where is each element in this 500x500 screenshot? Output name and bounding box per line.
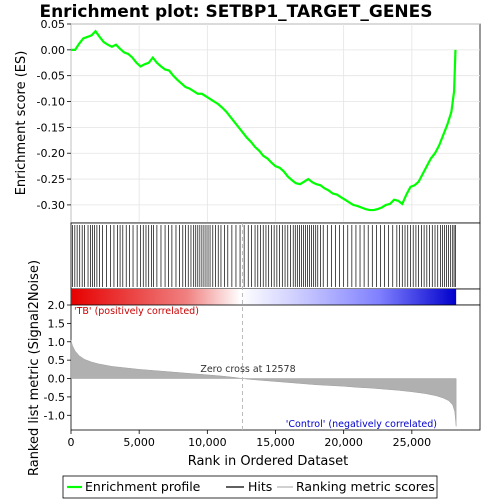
es-y-tick-label: -0.25 — [37, 173, 65, 186]
es-y-axis-label: Enrichment score (ES) — [14, 51, 29, 196]
es-y-tick-label: 0.00 — [41, 44, 66, 57]
negative-correlation-label: 'Control' (negatively correlated) — [286, 419, 437, 430]
positive-correlation-label: 'TB' (positively correlated) — [74, 306, 199, 317]
es-y-tick-label: -0.05 — [37, 70, 65, 83]
legend-box — [62, 475, 438, 499]
metric-y-tick-label: 1.5 — [48, 317, 66, 330]
metric-x-tick-label: 0 — [68, 436, 75, 449]
es-y-tick-label: 0.05 — [41, 18, 66, 31]
es-y-tick-label: -0.20 — [37, 147, 65, 160]
metric-y-ticks: 2.0 1.5 1.0 0.5 0.0 -0.5 -1.0 — [44, 299, 71, 422]
enrichment-profile-line — [71, 29, 457, 212]
legend-hits-label: Hits — [248, 479, 272, 494]
metric-y-tick-label: 2.0 — [48, 299, 66, 312]
metric-y-tick-label: -1.0 — [44, 409, 65, 422]
es-y-tick-label: -0.15 — [37, 121, 65, 134]
chart-title: Enrichment plot: SETBP1_TARGET_GENES — [39, 2, 432, 22]
metric-y-tick-label: -0.5 — [44, 391, 65, 404]
metric-x-ticks: 0 5,000 10,000 15,000 20,000 25,000 — [68, 430, 432, 449]
es-y-tick-label: -0.10 — [37, 96, 65, 109]
legend-metric-label: Ranking metric scores — [296, 479, 435, 494]
metric-y-tick-label: 1.0 — [48, 336, 66, 349]
zero-cross-label: Zero cross at 12578 — [200, 364, 295, 375]
metric-x-tick-label: 25,000 — [393, 436, 432, 449]
metric-y-axis-label: Ranked list metric (Signal2Noise) — [27, 260, 42, 476]
legend-enrichment-label: Enrichment profile — [85, 479, 201, 494]
x-axis-label: Rank in Ordered Dataset — [188, 454, 349, 469]
hits-panel — [70, 222, 481, 290]
metric-x-tick-label: 15,000 — [256, 436, 295, 449]
metric-x-tick-label: 10,000 — [188, 436, 227, 449]
rank-color-bar — [71, 289, 457, 305]
es-grid — [70, 23, 480, 223]
metric-y-tick-label: 0.0 — [48, 373, 66, 386]
es-y-ticks: 0.05 0.00 -0.05 -0.10 -0.15 -0.20 -0.25 -0.30 — [37, 18, 71, 212]
ranking-metric-area — [70, 339, 457, 427]
hits-marks — [72, 225, 456, 287]
metric-x-tick-label: 5,000 — [123, 436, 155, 449]
metric-y-tick-label: 0.5 — [48, 354, 66, 367]
es-y-tick-label: -0.30 — [37, 199, 65, 212]
metric-panel — [70, 304, 481, 431]
metric-x-tick-label: 20,000 — [324, 436, 363, 449]
